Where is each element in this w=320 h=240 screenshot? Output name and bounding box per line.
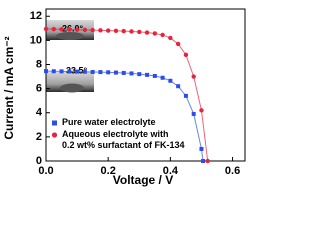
data-point bbox=[51, 69, 56, 74]
data-point bbox=[199, 108, 204, 113]
data-point bbox=[160, 32, 165, 38]
data-point bbox=[175, 41, 181, 47]
legend-label: Pure water electrolyte bbox=[62, 117, 156, 127]
data-point bbox=[43, 26, 49, 32]
data-point bbox=[176, 84, 181, 89]
data-point bbox=[145, 72, 150, 77]
data-point bbox=[121, 70, 126, 75]
data-point bbox=[168, 78, 173, 83]
chart: 26.0° 33.5° Voltage / V Current / mA cm⁻… bbox=[2, 8, 246, 187]
data-point bbox=[90, 69, 95, 74]
y-tick-label: 6 bbox=[36, 83, 42, 95]
data-point bbox=[74, 27, 80, 32]
legend-marker bbox=[51, 132, 58, 138]
data-point bbox=[67, 69, 72, 74]
contact-angle: 26.0° bbox=[62, 23, 84, 33]
y-tick-label: 2 bbox=[36, 131, 42, 143]
data-point bbox=[199, 146, 204, 151]
data-point bbox=[137, 72, 142, 77]
y-tick-label: 12 bbox=[30, 10, 42, 22]
data-point bbox=[191, 74, 196, 79]
series-line bbox=[45, 28, 209, 162]
x-axis-title: Voltage / V bbox=[113, 173, 173, 187]
data-point bbox=[129, 29, 134, 34]
data-point bbox=[168, 35, 173, 41]
legend-label: Aqueous electrolyte with 0.2 wt% surfacta… bbox=[62, 129, 185, 150]
data-point bbox=[129, 71, 134, 76]
data-point bbox=[137, 29, 142, 35]
data-point bbox=[67, 27, 72, 32]
droplet bbox=[56, 32, 84, 40]
data-point bbox=[82, 27, 88, 33]
y-tick-label: 0 bbox=[36, 155, 42, 167]
data-point bbox=[205, 158, 210, 164]
data-point bbox=[44, 69, 48, 74]
x-tick-label: 0.4 bbox=[163, 165, 179, 177]
data-point bbox=[113, 70, 118, 75]
data-point bbox=[152, 73, 157, 78]
data-point bbox=[183, 52, 189, 58]
data-point bbox=[105, 28, 111, 33]
y-axis-title: Current / mA cm⁻² bbox=[2, 36, 16, 139]
y-tick-label: 10 bbox=[30, 34, 42, 46]
series-line bbox=[45, 70, 204, 162]
data-point bbox=[160, 75, 165, 80]
data-point bbox=[90, 27, 95, 33]
data-point bbox=[121, 28, 126, 34]
y-tick-label: 4 bbox=[36, 107, 43, 119]
data-point bbox=[98, 70, 103, 75]
y-tick-label: 8 bbox=[36, 58, 42, 70]
plot-frame bbox=[45, 8, 246, 162]
data-point bbox=[183, 93, 188, 98]
x-tick-label: 0.2 bbox=[101, 165, 116, 177]
data-point bbox=[144, 30, 150, 35]
data-point bbox=[75, 69, 80, 74]
data-point bbox=[82, 69, 87, 74]
data-point bbox=[152, 31, 158, 36]
droplet bbox=[60, 83, 84, 93]
data-point bbox=[59, 69, 64, 74]
data-point bbox=[201, 159, 206, 163]
legend-marker bbox=[52, 120, 57, 126]
data-point bbox=[51, 26, 56, 32]
data-point bbox=[106, 70, 111, 75]
data-point bbox=[59, 27, 64, 32]
data-point bbox=[113, 28, 119, 34]
x-tick-label: 0.0 bbox=[38, 165, 53, 177]
data-point bbox=[191, 111, 196, 116]
data-point bbox=[98, 28, 103, 33]
x-tick-label: 0.6 bbox=[225, 165, 240, 177]
